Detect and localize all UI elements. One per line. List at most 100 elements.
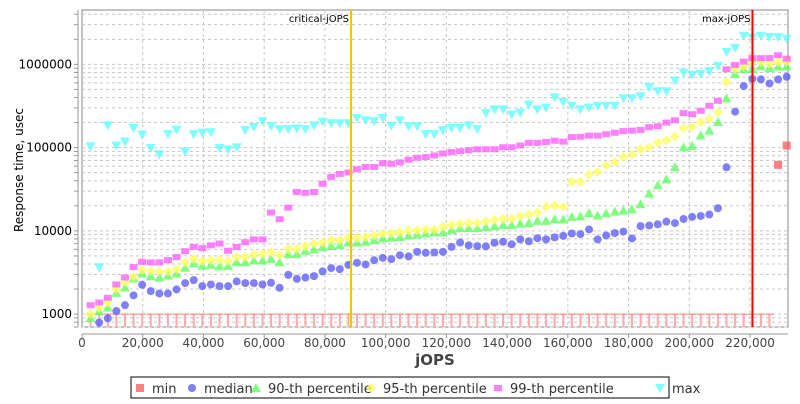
data-point <box>523 218 534 228</box>
data-point <box>172 285 181 294</box>
data-point <box>532 215 543 225</box>
data-point <box>515 210 526 221</box>
legend-swatch <box>188 384 196 392</box>
data-point <box>103 294 112 301</box>
legend-item: 90-th percentile <box>251 382 372 397</box>
data-point <box>576 133 585 140</box>
data-point <box>481 146 490 153</box>
grid-lines <box>74 10 788 328</box>
y-tick-label: 1000000 <box>19 57 72 71</box>
data-point <box>472 125 483 135</box>
data-point <box>283 243 294 254</box>
marker-label: critical-jOPS <box>289 14 349 25</box>
data-point <box>291 124 302 134</box>
data-point <box>669 131 680 142</box>
data-point <box>137 130 148 140</box>
data-point <box>181 248 190 255</box>
x-tick-label: 60,000 <box>243 336 285 350</box>
data-point <box>523 100 534 110</box>
data-point <box>412 225 423 236</box>
data-point <box>171 264 182 275</box>
data-point <box>447 242 456 251</box>
data-point <box>95 299 104 306</box>
data-point <box>421 154 430 161</box>
data-point <box>214 143 225 153</box>
data-point <box>154 266 165 277</box>
data-point <box>730 43 741 53</box>
data-point <box>712 61 723 71</box>
data-point <box>687 140 698 150</box>
data-point <box>627 234 636 243</box>
data-point <box>644 142 655 153</box>
marker-label: max-jOPS <box>702 14 750 25</box>
data-point <box>215 282 224 291</box>
data-point <box>722 66 731 73</box>
data-point <box>352 258 361 267</box>
data-point <box>249 236 258 243</box>
data-point <box>378 160 387 167</box>
data-point <box>438 247 447 256</box>
data-point <box>155 289 164 298</box>
data-point <box>292 188 301 195</box>
data-point <box>585 132 594 139</box>
data-point <box>584 103 595 113</box>
data-point <box>360 116 371 126</box>
data-point <box>532 207 543 218</box>
data-point <box>369 230 380 241</box>
data-point <box>275 283 284 292</box>
data-point <box>344 169 353 176</box>
data-point <box>627 127 636 134</box>
data-point <box>162 266 173 277</box>
data-point <box>360 232 371 243</box>
data-point <box>566 211 577 221</box>
data-point <box>163 257 172 264</box>
data-point <box>678 68 689 78</box>
data-point <box>489 215 500 226</box>
data-point <box>592 101 603 111</box>
data-point <box>181 279 190 288</box>
data-point <box>472 218 483 229</box>
data-point <box>480 222 491 232</box>
data-point <box>145 265 156 276</box>
data-point <box>524 237 533 246</box>
data-point <box>764 58 775 69</box>
data-point <box>515 218 526 228</box>
data-point <box>515 108 526 118</box>
data-point <box>618 205 629 215</box>
data-point <box>644 188 655 198</box>
data-point <box>335 170 344 177</box>
data-point <box>463 218 474 229</box>
data-point <box>378 253 387 262</box>
data-point <box>412 122 423 132</box>
data-point <box>782 55 791 62</box>
data-point <box>609 206 620 216</box>
legend-label: 90-th percentile <box>268 382 372 397</box>
data-point <box>593 235 602 244</box>
legend-item: median <box>188 382 253 397</box>
data-point <box>284 204 293 211</box>
data-point <box>189 243 198 250</box>
data-point <box>774 75 783 84</box>
legend-swatch <box>655 384 665 393</box>
data-point <box>688 111 697 118</box>
data-point <box>765 79 774 88</box>
data-point <box>103 314 112 323</box>
data-point <box>188 254 199 265</box>
data-point <box>618 151 629 162</box>
legend-item: max <box>655 382 701 397</box>
data-point <box>370 164 379 171</box>
data-point <box>274 125 285 135</box>
legend-label: min <box>152 382 177 397</box>
y-tick-label: 1000 <box>41 307 72 321</box>
data-point <box>645 221 654 230</box>
data-point <box>652 180 663 190</box>
data-point <box>498 105 509 115</box>
data-point <box>310 272 319 281</box>
data-point <box>533 234 542 243</box>
data-point <box>523 209 534 220</box>
data-point <box>112 281 121 288</box>
series-99-th-percentile <box>86 52 791 309</box>
data-point <box>197 128 208 138</box>
data-point <box>317 237 328 248</box>
data-point <box>661 174 672 184</box>
